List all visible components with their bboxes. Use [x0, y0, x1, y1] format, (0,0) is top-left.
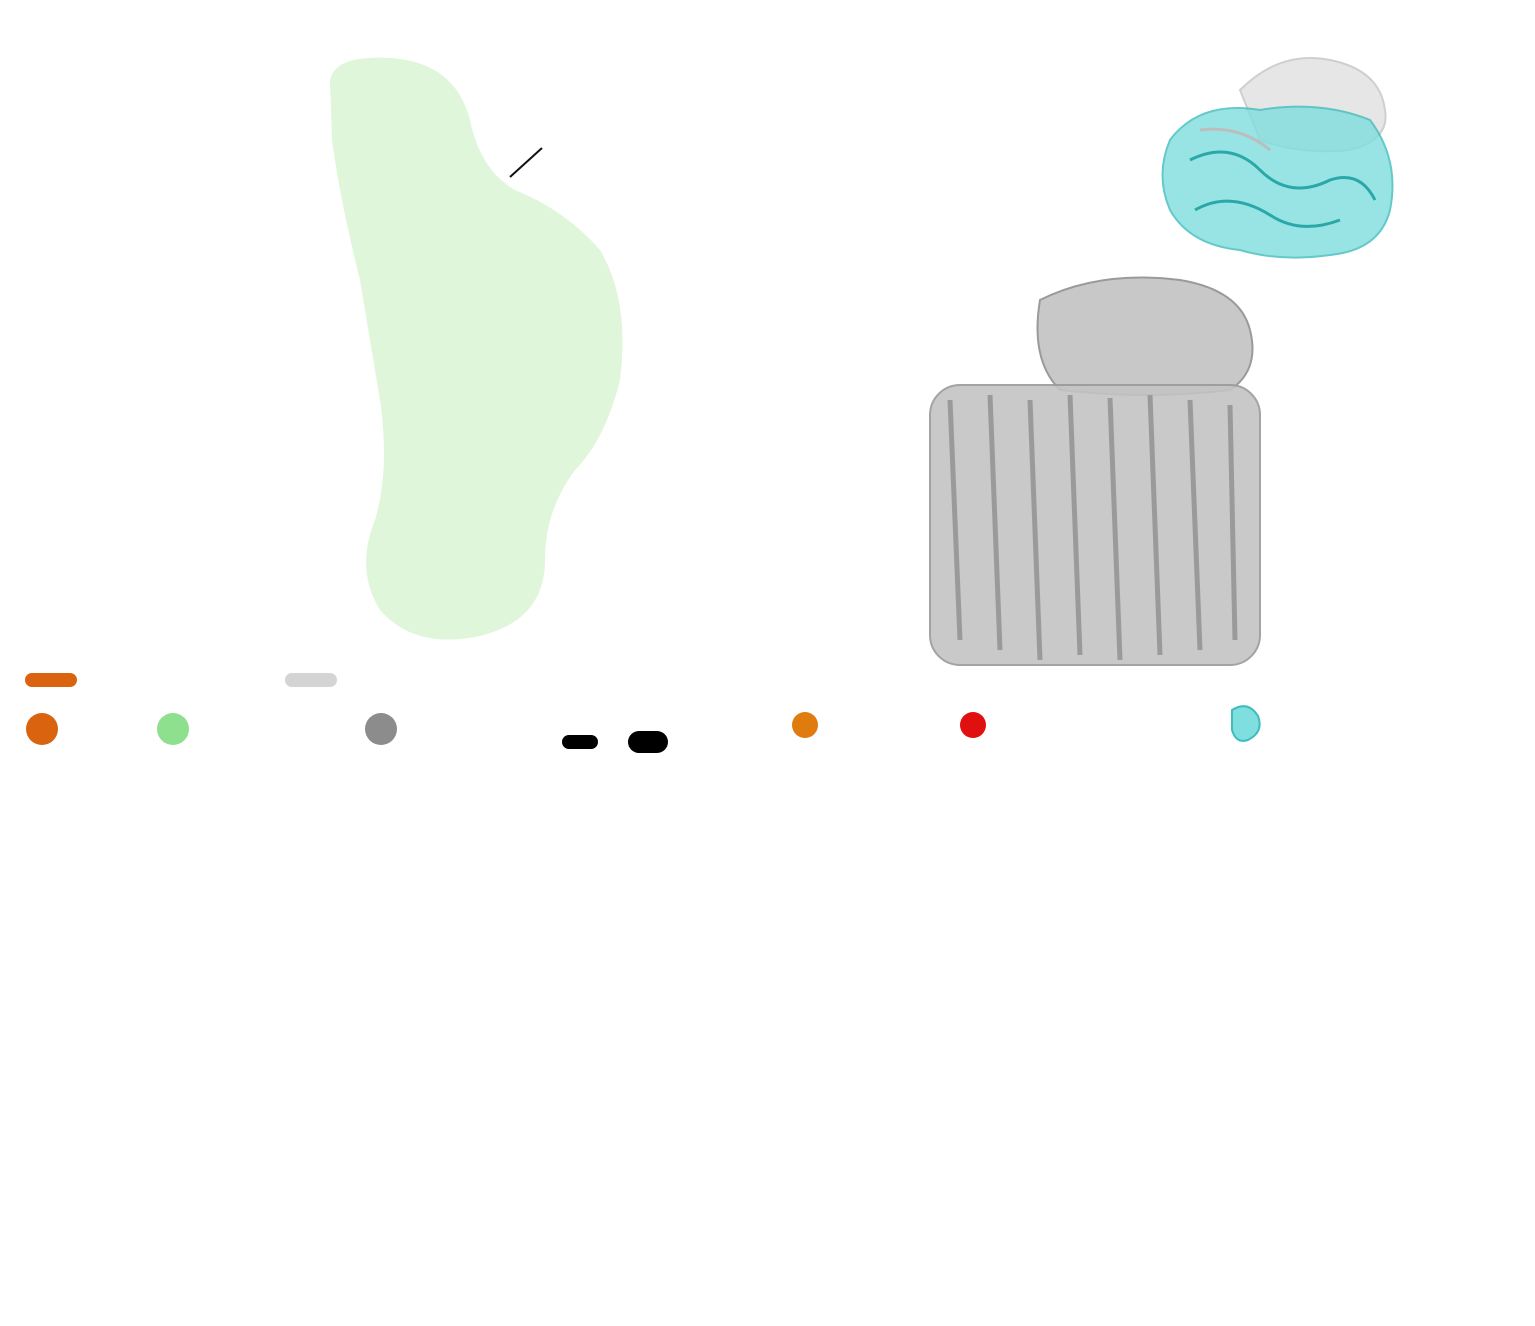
- legend-csm-large: [628, 731, 668, 753]
- cox-subunits-region: [330, 57, 623, 640]
- legend-membrane-dot: [792, 712, 818, 738]
- cox-complex-structure: [929, 276, 1261, 666]
- legend-pyridoxine-swatch: [1231, 705, 1261, 742]
- legend-other-dot: [365, 713, 397, 745]
- legend-csm-small: [562, 735, 598, 749]
- legend-cox-dot: [157, 713, 189, 745]
- structure-legend: [792, 705, 1261, 742]
- structure-panel: [929, 57, 1394, 666]
- legend-aifm1-dot: [26, 713, 58, 745]
- region-pointer: [509, 147, 543, 178]
- network-panel: [330, 57, 623, 640]
- network-legend: [25, 673, 668, 753]
- aifm1-monomer-structure: [1161, 57, 1394, 259]
- legend-crosslink-dot: [960, 712, 986, 738]
